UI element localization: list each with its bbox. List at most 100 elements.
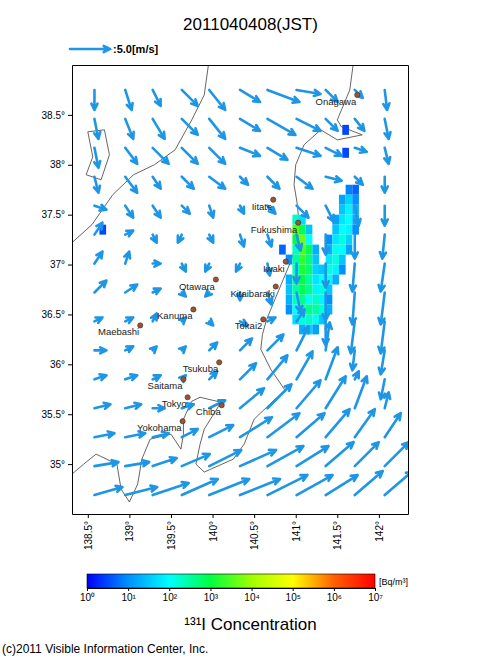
tick: 38.5° <box>42 110 72 121</box>
tick-mark <box>68 464 72 465</box>
city-label: Maebashi <box>98 326 139 337</box>
tick-label: 36° <box>50 359 65 370</box>
concentration-cell <box>312 275 319 285</box>
tick-label: 140.5° <box>249 521 260 550</box>
tick: 38° <box>50 159 72 170</box>
wind-arrow <box>296 292 302 312</box>
wind-arrow <box>125 374 137 380</box>
wind-arrow <box>94 223 102 235</box>
concentration-cell <box>312 265 319 275</box>
tick-label: 10⁰ <box>80 592 95 603</box>
concentration-cell <box>299 255 306 265</box>
concentration-cell <box>306 285 313 295</box>
tick-label: 138.5° <box>83 521 94 550</box>
wind-arrow <box>355 147 367 153</box>
wind-arrow <box>267 355 287 379</box>
tick-label: 142° <box>374 521 385 542</box>
concentration-cell <box>286 285 293 295</box>
wind-arrow <box>323 264 329 288</box>
wind-arrow <box>153 119 165 139</box>
wind-arrow <box>350 350 356 370</box>
wind-arrow <box>297 413 325 437</box>
wind-arrow <box>153 90 161 106</box>
wind-arrow <box>384 148 390 164</box>
city-label: Tsukuba <box>183 363 219 374</box>
wind-arrow <box>267 177 279 189</box>
wind-arrow <box>207 319 214 326</box>
concentration-cell <box>286 275 293 285</box>
wind-arrow <box>240 363 256 379</box>
wind-arrow <box>297 380 321 408</box>
concentration-cell <box>286 294 293 304</box>
concentration-cell <box>312 324 319 334</box>
tick-label: 141.5° <box>332 521 343 550</box>
city-label: Iwaki <box>263 263 285 274</box>
wind-arrow <box>182 148 198 164</box>
concentration-cell <box>346 225 353 235</box>
tick-mark <box>293 588 294 591</box>
wind-arrow <box>350 292 356 324</box>
axis-line <box>73 514 409 515</box>
tick: 10⁴ <box>244 588 259 603</box>
concentration-cell <box>346 215 353 225</box>
wind-arrow <box>125 148 137 164</box>
axis-line <box>88 588 376 589</box>
concentration-cell <box>339 265 346 275</box>
wind-arrow <box>294 264 300 284</box>
wind-arrow <box>153 206 161 218</box>
concentration-cell <box>332 275 339 285</box>
wind-arrow <box>94 403 110 409</box>
city-label: Chiba <box>196 406 222 417</box>
concentration-cell <box>339 255 346 265</box>
concentration-cell <box>339 235 346 245</box>
tick-label: 37° <box>50 259 65 270</box>
concentration-cell <box>299 265 306 275</box>
wind-arrow <box>297 119 321 131</box>
wind-arrow <box>94 374 106 380</box>
wind-arrow <box>240 119 260 131</box>
wind-arrow <box>378 292 384 324</box>
wind-arrow <box>326 475 358 495</box>
concentration-cell <box>346 205 353 215</box>
wind-arrow <box>378 321 384 353</box>
wind-arrow <box>267 384 291 408</box>
wind-arrow <box>349 321 355 353</box>
concentration-cell <box>339 195 346 205</box>
concentration-cell <box>279 245 286 255</box>
wind-arrow <box>355 206 361 226</box>
wind-arrow <box>236 264 242 272</box>
tick: 37.5° <box>42 209 72 220</box>
city-label: Kanuma <box>157 310 193 321</box>
concentration-cell <box>306 235 313 245</box>
reference-arrow <box>70 46 110 52</box>
wind-arrow <box>179 346 186 353</box>
concentration-cell <box>306 265 313 275</box>
wind-arrow <box>382 177 388 193</box>
wind-arrow <box>326 442 354 466</box>
reference-label: :5.0[m/s] <box>113 43 159 55</box>
concentration-cell <box>306 304 313 314</box>
city-label: Saitama <box>148 380 184 391</box>
concentration-cell <box>352 185 359 195</box>
tick: 138.5° <box>83 514 94 550</box>
wind-arrow <box>355 177 363 185</box>
wind-arrow <box>267 413 299 437</box>
tick-mark <box>213 514 214 518</box>
wind-arrow <box>151 235 157 243</box>
wind-arrow <box>297 148 321 157</box>
wind-arrow <box>323 235 329 255</box>
wind-arrow <box>125 346 133 352</box>
tick-label: 38° <box>50 159 65 170</box>
wind-arrow <box>125 231 133 237</box>
tick: 142° <box>374 514 385 542</box>
wind-arrow <box>182 177 194 189</box>
wind-arrow <box>209 342 217 350</box>
tick-mark <box>68 314 72 315</box>
tick: 141° <box>291 514 302 542</box>
wind-arrow <box>383 90 389 110</box>
wind-arrow <box>240 90 260 102</box>
concentration-cell <box>306 225 313 235</box>
tick-mark <box>375 588 376 591</box>
x-axis: 138.5°139°139.5°140°140.5°141°141.5°142° <box>73 514 409 550</box>
tick: 10³ <box>204 588 219 603</box>
